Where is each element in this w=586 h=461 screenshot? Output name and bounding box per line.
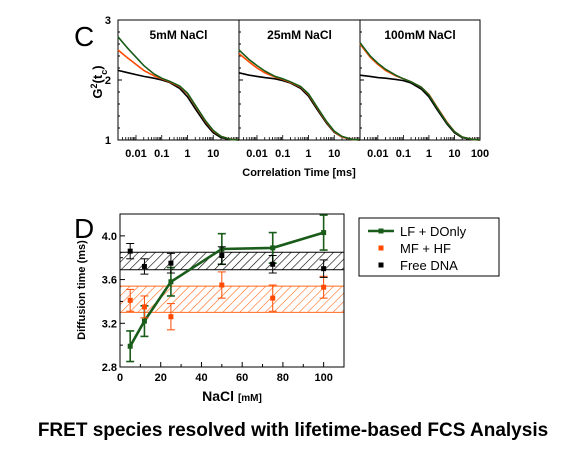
- panel-d-xtick-label: 80: [277, 372, 289, 384]
- legend-label: MF + HF: [400, 241, 451, 256]
- panel-d-ytick-label: 3.2: [102, 318, 117, 330]
- data-point: [127, 248, 133, 254]
- data-point: [270, 245, 276, 251]
- panel-d-frame: [119, 213, 345, 368]
- panel-d-ytick-label: 2.8: [102, 362, 117, 374]
- panel-c-subplot: 0.01 0.1 1 10 25mM NaCl: [238, 19, 361, 160]
- panel-c-subplot-title: 100mM NaCl: [384, 28, 455, 42]
- panel-c-xtick-label: 100: [471, 148, 489, 160]
- panel-c-curve-lf-donly: [238, 49, 361, 141]
- panel-c-subplot: 0.01 0.1 1 10 100 100mM NaCl: [359, 19, 489, 160]
- panel-c-xtick-label: 10: [207, 148, 219, 160]
- panel-c-xtick-label: 0.01: [246, 148, 267, 160]
- data-point: [321, 266, 327, 272]
- panel-c-xtick-label: 10: [328, 148, 340, 160]
- panel-d-xlabel-unit: [mM]: [238, 393, 262, 404]
- panel-d-ylabel: Diffusion time (ms): [76, 240, 88, 340]
- panel-c-xtick-label: 0.1: [154, 148, 169, 160]
- panel-c-xtick-label: 0.1: [396, 148, 411, 160]
- data-point: [321, 284, 327, 290]
- band-free-dna: [119, 251, 345, 271]
- data-point: [270, 295, 276, 301]
- series-mf-hf: [126, 271, 328, 331]
- panel-c-curve-lf-donly: [117, 36, 240, 141]
- data-point: [168, 314, 174, 320]
- panel-d-xtick-label: 0: [117, 372, 123, 384]
- panel-d-xlabel: NaCl [mM]: [202, 388, 262, 404]
- panel-c-ylabel-part: G: [90, 88, 105, 98]
- series-free-dna: [126, 243, 328, 278]
- legend: LF + DOnly MF + HF Free DNA: [358, 217, 500, 277]
- data-point: [270, 261, 276, 267]
- series-line: [129, 231, 324, 347]
- panel-label-c: C: [74, 21, 94, 52]
- panel-c-xtick-label: 0.1: [275, 148, 290, 160]
- panel-c-subplot-title: 25mM NaCl: [267, 28, 332, 42]
- legend-label: LF + DOnly: [400, 224, 467, 239]
- panel-d-xtick-label: 40: [195, 372, 207, 384]
- caption: FRET species resolved with lifetime-base…: [37, 420, 549, 441]
- panel-c-curve-free-dna: [359, 74, 481, 141]
- data-point: [219, 253, 225, 259]
- panel-d-xtick-label: 60: [236, 372, 248, 384]
- data-point: [321, 230, 327, 236]
- legend-marker: [378, 262, 384, 268]
- panel-c-ylabel: G2(tc): [89, 65, 109, 98]
- data-point: [141, 304, 147, 310]
- panel-d-ytick-label: 4.0: [102, 231, 117, 243]
- panel-c-ytick-label: 2: [105, 75, 111, 87]
- panel-c-xtick-label: 1: [426, 148, 432, 160]
- legend-marker: [378, 228, 384, 234]
- panel-c-ylabel-part: c: [99, 70, 109, 75]
- data-point: [168, 279, 174, 285]
- panel-c-xlabel: Correlation Time [ms]: [242, 167, 356, 179]
- panel-c-ytick-label: 1: [105, 135, 111, 147]
- panel-d-xlabel-main: NaCl: [202, 388, 238, 404]
- panel-c-subplot-title: 5mM NaCl: [149, 28, 207, 42]
- panel-c-xtick-label: 0.01: [125, 148, 146, 160]
- panel-c-ylabel-part: (t: [90, 74, 105, 83]
- panel-c-ytick-label: 3: [105, 15, 111, 27]
- data-point: [127, 297, 133, 303]
- panel-c-curve-free-dna: [238, 72, 361, 141]
- panel-c-ylabel-part: ): [90, 65, 105, 69]
- panel-c-curve-mf-hf: [117, 49, 240, 141]
- legend-label: Free DNA: [400, 258, 458, 273]
- panel-c-subplot: 0.01 0.1 1 10 5mM NaCl: [117, 19, 240, 160]
- panel-label-d: D: [74, 213, 94, 244]
- panel-d-xtick-label: 100: [314, 372, 332, 384]
- panel-c-curve-mf-hf: [359, 43, 481, 141]
- data-point: [127, 343, 133, 349]
- panel-c-xtick-label: 10: [448, 148, 460, 160]
- data-point: [168, 260, 174, 266]
- panel-d-ytick-label: 3.6: [102, 275, 117, 287]
- panel-c-xtick-label: 1: [184, 148, 190, 160]
- panel-c-xtick-label: 1: [305, 148, 311, 160]
- panel-c-ylabel-part: 2: [89, 83, 99, 88]
- panel-c-curve-free-dna: [117, 69, 240, 141]
- data-point: [141, 263, 147, 269]
- panel-c-curve-lf-donly: [359, 42, 481, 141]
- band-mf-hf: [119, 285, 345, 313]
- panel-d-xtick-label: 20: [155, 372, 167, 384]
- panel-c-xtick-label: 0.01: [367, 148, 388, 160]
- legend-marker: [378, 245, 384, 251]
- data-point: [141, 318, 147, 324]
- data-point: [219, 282, 225, 288]
